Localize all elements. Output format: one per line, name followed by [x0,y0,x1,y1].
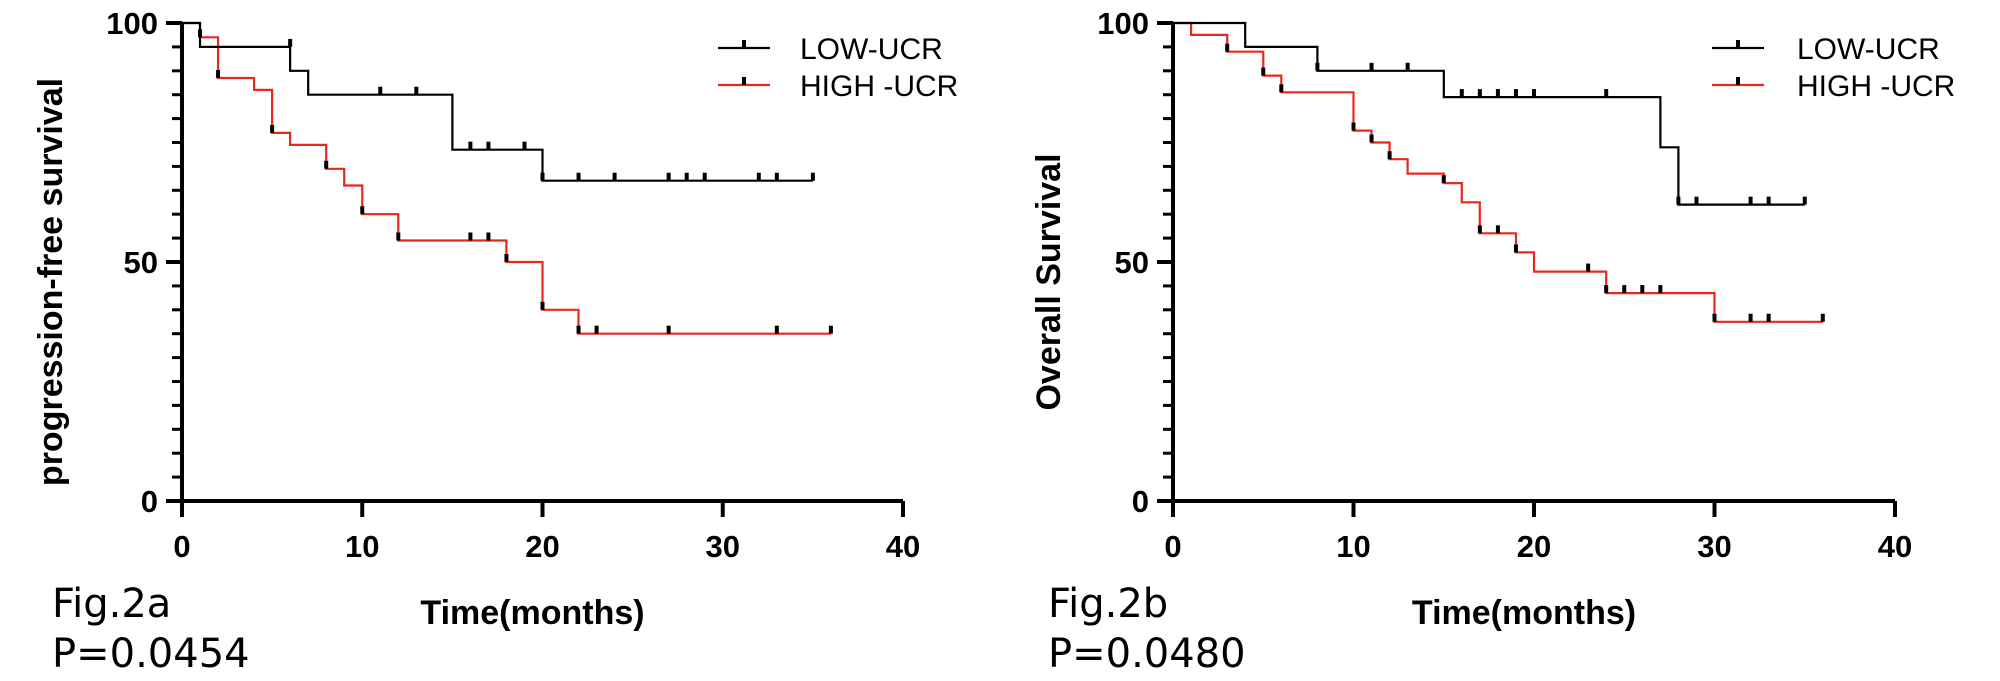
x-axis-label: Time(months) [420,594,644,632]
y-tick-label: 50 [124,245,158,280]
y-axis-label: Overall Survival [1030,153,1068,410]
y-tick-label: 50 [1115,245,1149,280]
series-line [1173,21,1823,323]
x-tick-label: 0 [173,529,190,564]
chart-panel-a: 0 50 100 0 10 20 30 40 progression-free survival… [32,6,958,677]
x-tick-label: 40 [886,529,920,564]
y-axis-label: progression-free survival [32,78,70,486]
y-tick-label: 0 [1132,484,1149,519]
y-tick-label: 100 [1097,6,1149,41]
p-value: P=0.0480 [1048,631,1246,677]
legend-label: HIGH -UCR [800,70,958,103]
figure-label: Fig.2a [52,581,172,627]
x-tick-label: 0 [1164,529,1181,564]
legend-label: LOW-UCR [1797,33,1940,66]
series-line [1173,21,1805,206]
legend-label: HIGH -UCR [1797,70,1955,103]
x-tick-label: 20 [525,529,559,564]
x-tick-label: 10 [345,529,379,564]
chart-a: 0 50 100 0 10 20 30 40 progression-free survival… [32,6,958,632]
y-tick-label: 0 [141,484,158,519]
chart-panel-b: 0 50 100 0 10 20 30 40 Overall Survival Time(mont… [1000,0,2000,681]
p-value: P=0.0454 [52,631,250,677]
x-tick-label: 20 [1517,529,1551,564]
legend-label: LOW-UCR [800,33,943,66]
x-tick-label: 30 [1697,529,1731,564]
x-tick-label: 30 [706,529,740,564]
chart-b: 0 50 100 0 10 20 30 40 Overall Survival Time(mont… [1030,6,1955,632]
figure-label: Fig.2b [1048,581,1169,627]
x-tick-label: 40 [1878,529,1912,564]
series-line [182,21,813,182]
x-axis-label: Time(months) [1412,594,1636,632]
series-line [182,21,831,335]
x-tick-label: 10 [1336,529,1370,564]
y-tick-label: 100 [106,6,158,41]
